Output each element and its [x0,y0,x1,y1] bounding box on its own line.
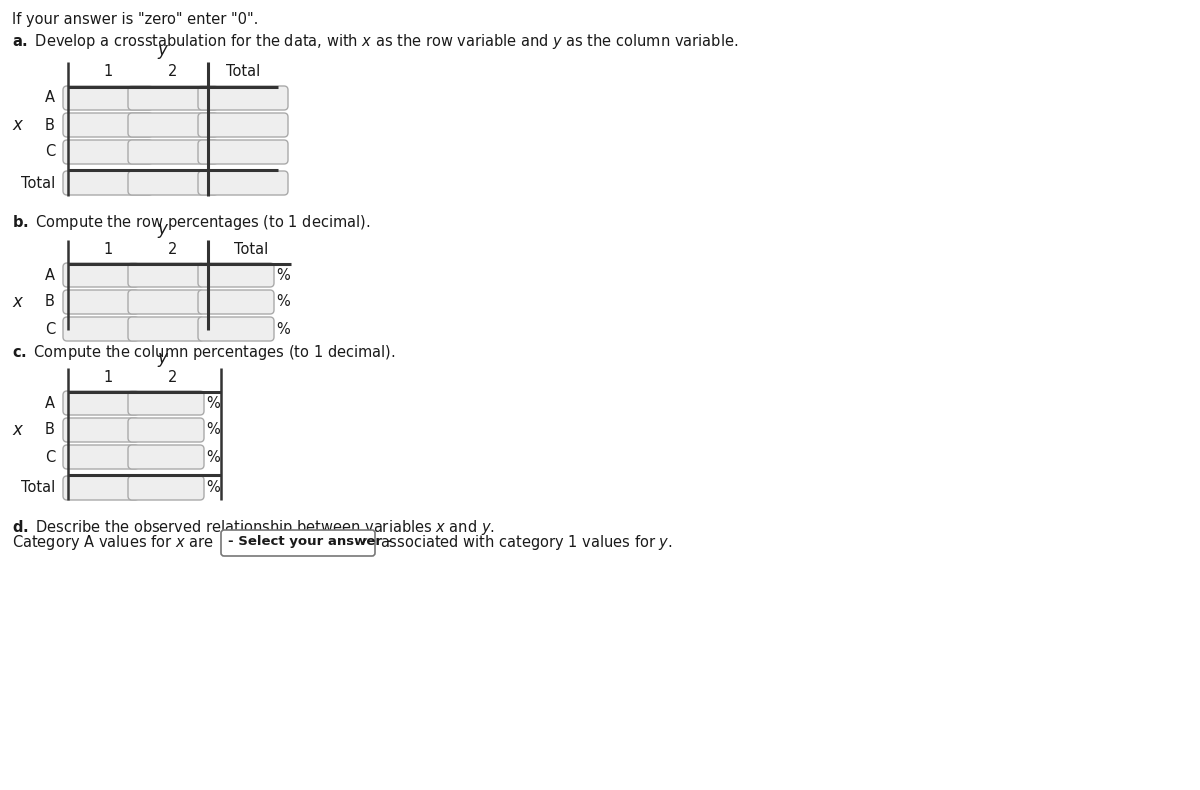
FancyBboxPatch shape [128,445,204,469]
Text: 2: 2 [168,243,178,258]
Text: Total: Total [20,480,55,495]
Text: %: % [206,322,220,337]
FancyBboxPatch shape [64,290,139,314]
Text: %: % [142,423,155,438]
Text: associated with category 1 values for $\mathit{y}$.: associated with category 1 values for $\… [380,532,672,551]
FancyBboxPatch shape [64,476,139,500]
Text: %: % [206,450,220,465]
Text: $\mathbf{a.}$ Develop a crosstabulation for the data, with $\mathit{x}$ as the r: $\mathbf{a.}$ Develop a crosstabulation … [12,32,738,51]
Text: 1: 1 [103,371,113,386]
FancyBboxPatch shape [64,263,139,287]
Text: C: C [44,145,55,160]
Text: $x$: $x$ [12,293,24,311]
FancyBboxPatch shape [64,445,139,469]
FancyBboxPatch shape [64,113,154,137]
Text: %: % [206,396,220,411]
FancyBboxPatch shape [64,140,154,164]
Text: %: % [142,450,155,465]
Text: B: B [46,295,55,310]
Text: A: A [46,91,55,106]
Text: C: C [44,322,55,337]
Text: %: % [142,268,155,283]
FancyBboxPatch shape [64,418,139,442]
Text: $y$: $y$ [157,222,169,240]
Text: %: % [142,480,155,495]
Text: B: B [46,423,55,438]
FancyBboxPatch shape [128,171,218,195]
FancyBboxPatch shape [64,86,154,110]
FancyBboxPatch shape [198,113,288,137]
FancyBboxPatch shape [128,317,204,341]
Text: Category A values for $\mathit{x}$ are: Category A values for $\mathit{x}$ are [12,532,214,551]
Text: $y$: $y$ [157,43,169,61]
FancyBboxPatch shape [198,171,288,195]
Text: 2: 2 [168,65,178,80]
Text: Total: Total [226,65,260,80]
Text: - Select your answer -: - Select your answer - [228,536,392,548]
Text: %: % [206,268,220,283]
Text: Total: Total [234,243,268,258]
Text: %: % [206,480,220,495]
Text: 1: 1 [103,65,113,80]
Text: ✓: ✓ [359,537,368,547]
FancyBboxPatch shape [128,391,204,415]
FancyBboxPatch shape [221,530,374,556]
FancyBboxPatch shape [198,317,274,341]
FancyBboxPatch shape [128,476,204,500]
FancyBboxPatch shape [128,418,204,442]
Text: %: % [276,322,289,337]
Text: $\mathbf{b.}$ Compute the row percentages (to 1 decimal).: $\mathbf{b.}$ Compute the row percentage… [12,213,371,232]
FancyBboxPatch shape [128,113,218,137]
Text: A: A [46,396,55,411]
Text: $x$: $x$ [12,421,24,439]
Text: If your answer is "zero" enter "0".: If your answer is "zero" enter "0". [12,12,258,27]
Text: $y$: $y$ [157,351,169,369]
Text: $\mathbf{c.}$ Compute the column percentages (to 1 decimal).: $\mathbf{c.}$ Compute the column percent… [12,343,396,362]
FancyBboxPatch shape [198,140,288,164]
FancyBboxPatch shape [128,86,218,110]
Text: $x$: $x$ [12,116,24,134]
FancyBboxPatch shape [128,290,204,314]
FancyBboxPatch shape [64,171,154,195]
Text: 1: 1 [103,243,113,258]
Text: B: B [46,118,55,133]
FancyBboxPatch shape [64,317,139,341]
Text: %: % [142,322,155,337]
FancyBboxPatch shape [198,263,274,287]
Text: %: % [142,396,155,411]
Text: A: A [46,268,55,283]
FancyBboxPatch shape [128,263,204,287]
Text: %: % [142,295,155,310]
Text: %: % [206,423,220,438]
FancyBboxPatch shape [198,86,288,110]
Text: C: C [44,450,55,465]
FancyBboxPatch shape [64,391,139,415]
Text: %: % [276,268,289,283]
Text: Total: Total [20,175,55,190]
Text: %: % [206,295,220,310]
FancyBboxPatch shape [128,140,218,164]
FancyBboxPatch shape [198,290,274,314]
Text: %: % [276,295,289,310]
Text: 2: 2 [168,371,178,386]
Text: $\mathbf{d.}$ Describe the observed relationship between variables $\mathit{x}$ : $\mathbf{d.}$ Describe the observed rela… [12,518,494,537]
